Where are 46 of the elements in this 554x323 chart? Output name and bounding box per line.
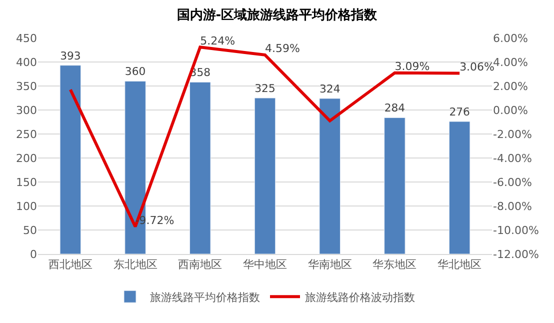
y2-tick-label: -2.00% bbox=[493, 128, 532, 141]
y2-tick-label: -10.00% bbox=[493, 224, 539, 237]
y2-tick-label: -8.00% bbox=[493, 200, 532, 213]
y-tick-label: 200 bbox=[16, 152, 37, 165]
bar bbox=[60, 65, 82, 254]
y-tick-label: 0 bbox=[30, 248, 37, 261]
chart-title: 国内游-区域旅游线路平均价格指数 bbox=[176, 6, 378, 23]
y2-tick-label: -12.00% bbox=[493, 248, 539, 261]
x-tick-label: 华北地区 bbox=[438, 258, 482, 272]
data-label: 3.09% bbox=[394, 60, 430, 74]
data-label: 360 bbox=[124, 65, 146, 78]
x-tick-label: 华中地区 bbox=[243, 258, 287, 272]
bar bbox=[384, 117, 406, 254]
x-tick-label: 华东地区 bbox=[372, 258, 417, 272]
x-tick-label: 华南地区 bbox=[308, 258, 352, 272]
legend-label: 旅游线路平均价格指数 bbox=[150, 290, 260, 304]
bar bbox=[448, 121, 470, 254]
x-tick-label: 西南地区 bbox=[178, 258, 222, 272]
data-label: 276 bbox=[449, 106, 470, 119]
y-tick-label: 100 bbox=[16, 200, 37, 213]
bar bbox=[190, 82, 211, 254]
x-tick-label: 西北地区 bbox=[48, 258, 92, 272]
bar bbox=[254, 98, 276, 254]
data-label: 324 bbox=[319, 82, 340, 96]
y2-tick-label: 4.00% bbox=[493, 56, 528, 69]
data-label: 325 bbox=[254, 82, 276, 96]
y-tick-label: 350 bbox=[16, 80, 37, 93]
y-tick-label: 300 bbox=[16, 104, 37, 117]
data-label: 393 bbox=[60, 49, 81, 62]
data-label: 4.59% bbox=[265, 42, 300, 56]
y-tick-label: 250 bbox=[16, 128, 37, 141]
data-label: 3.06% bbox=[460, 60, 495, 74]
y-tick-label: 150 bbox=[16, 176, 37, 189]
y-tick-label: 50 bbox=[23, 224, 37, 237]
y2-tick-label: 0.00% bbox=[493, 104, 528, 117]
legend-label: 旅游线路价格波动指数 bbox=[305, 290, 415, 304]
y-tick-label: 450 bbox=[16, 32, 37, 45]
y2-tick-label: -6.00% bbox=[493, 176, 532, 189]
y2-tick-label: 6.00% bbox=[493, 32, 528, 45]
y2-tick-label: 2.00% bbox=[493, 80, 528, 93]
data-label: 5.24% bbox=[200, 34, 236, 48]
x-tick-label: 东北地区 bbox=[113, 258, 158, 272]
y2-tick-label: -4.00% bbox=[493, 152, 532, 165]
bar bbox=[319, 98, 340, 254]
data-label: 284 bbox=[384, 102, 406, 115]
y-tick-label: 400 bbox=[16, 56, 37, 69]
